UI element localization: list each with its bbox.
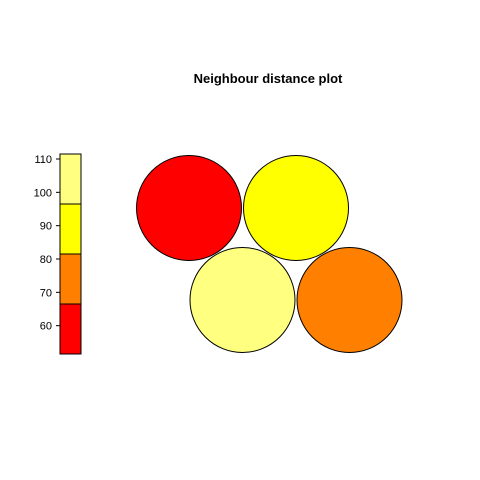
node-circle-r2-c2	[243, 155, 349, 261]
colorbar-ticks: 60 70 80 90 100 110	[34, 154, 60, 333]
chart-title: Neighbour distance plot	[194, 71, 343, 86]
colorbar	[59, 153, 82, 355]
colorbar-band-2	[59, 203, 82, 255]
colorbar-tick-label-4: 100	[34, 187, 52, 199]
colorbar-band-0	[59, 303, 82, 355]
node-circle-r1-c2	[296, 247, 403, 353]
colorbar-band-1	[59, 253, 82, 305]
node-circle-r2-c1	[136, 155, 242, 261]
colorbar-band-3	[59, 153, 82, 205]
colorbar-tick-label-0: 60	[40, 321, 52, 333]
colorbar-tick-label-2: 80	[40, 254, 52, 266]
colorbar-tick-label-3: 90	[40, 221, 52, 233]
colorbar-tick-label-1: 70	[40, 287, 52, 299]
node-circle-r1-c1	[189, 247, 296, 353]
colorbar-tick-label-5: 110	[34, 154, 52, 166]
node-circles	[136, 155, 403, 353]
